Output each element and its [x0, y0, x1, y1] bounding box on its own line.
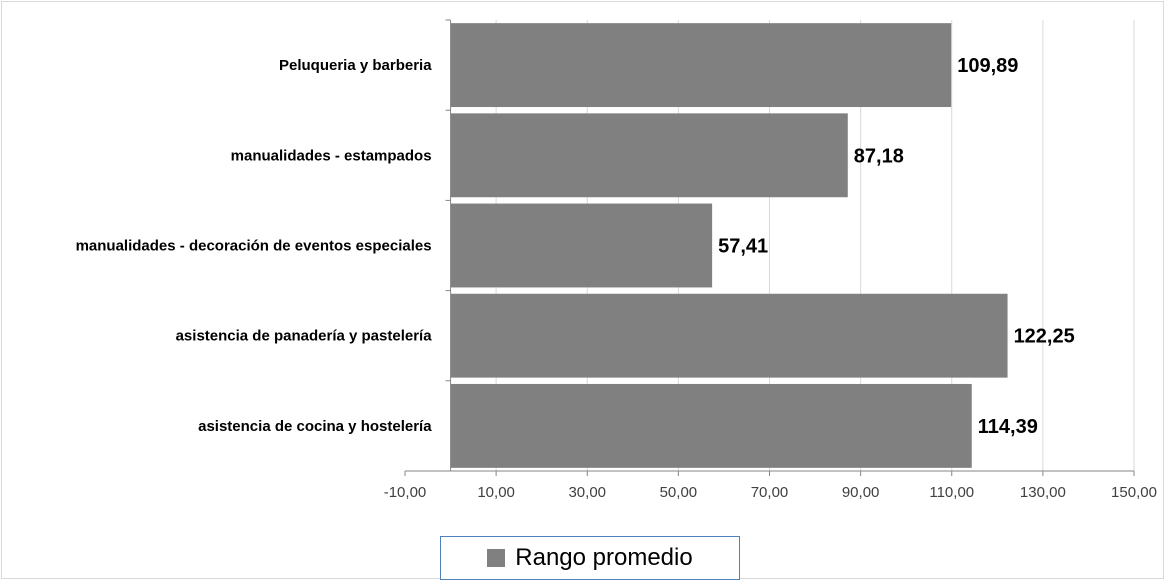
category-label: Peluqueria y barberia	[279, 57, 432, 74]
x-tick-label: 90,00	[842, 484, 880, 501]
axes	[404, 19, 1135, 476]
bar	[450, 23, 952, 108]
data-label: 57,41	[718, 236, 768, 258]
x-tick-label: 110,00	[929, 484, 974, 501]
bar	[450, 293, 1008, 378]
data-label: 114,39	[978, 416, 1038, 438]
category-label: manualidades - decoración de eventos esp…	[76, 238, 432, 255]
bar	[450, 383, 972, 468]
x-tick-label: 130,00	[1020, 484, 1066, 501]
category-label: asistencia de panadería y pastelería	[176, 328, 433, 345]
bar	[450, 203, 713, 288]
x-tick-label: -10,00	[384, 484, 427, 501]
x-tick-label: 10,00	[477, 484, 515, 501]
category-label: asistencia de cocina y hostelería	[198, 418, 432, 435]
x-tick-label: 70,00	[751, 484, 789, 501]
bars	[450, 23, 1008, 468]
data-label: 87,18	[854, 145, 904, 167]
data-label: 109,89	[957, 55, 1018, 77]
bar	[450, 113, 848, 198]
x-tick-label: 50,00	[660, 484, 698, 501]
legend-swatch	[487, 549, 506, 567]
legend: Rango promedio	[440, 536, 740, 580]
category-label: manualidades - estampados	[231, 147, 432, 164]
x-tick-label: 150,00	[1111, 484, 1157, 501]
legend-label: Rango promedio	[515, 544, 693, 571]
labels: -10,00 10,00 30,00 50,00 70,00 90,00 110,00 130…	[76, 55, 1157, 501]
x-tick-label: 30,00	[568, 484, 606, 501]
data-label: 122,25	[1014, 326, 1075, 348]
